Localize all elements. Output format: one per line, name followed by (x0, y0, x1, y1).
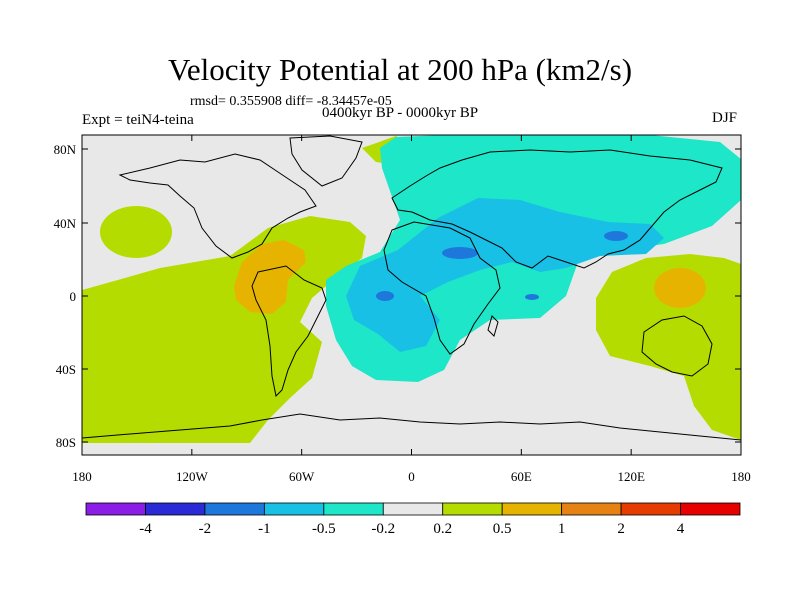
lon-label: 60E (511, 469, 532, 484)
lat-label: 40S (56, 362, 76, 377)
colorbar-swatch (620, 502, 681, 516)
lon-label: 180 (72, 469, 92, 484)
colorbar-swatch (263, 502, 325, 516)
colorbar-swatch (323, 502, 384, 516)
coastlines (82, 135, 741, 441)
coast-eurasia (391, 149, 723, 269)
colorbar: -4 -2 -1 -0.5 -0.2 0.2 0.5 1 2 4 (85, 502, 741, 537)
negative-core-atlantic (376, 291, 394, 301)
colorbar-label: -2 (199, 521, 212, 537)
lon-label: 180 (731, 469, 751, 484)
lon-label: 60W (289, 469, 315, 484)
lon-label: 0 (408, 469, 415, 484)
stats-subtitle: rmsd= 0.355908 diff= -8.34457e-05 (190, 94, 392, 109)
colorbar-swatch (561, 502, 622, 516)
colorbar-label: 0.2 (433, 521, 452, 537)
longitude-axis: 180 120W 60W 0 60E 120E 180 (72, 135, 751, 484)
coast-australia (641, 315, 713, 377)
coast-north-america (118, 153, 317, 259)
colorbar-label: 4 (677, 521, 685, 537)
negative-region-core (346, 198, 664, 352)
colorbar-swatch (382, 502, 444, 516)
colorbar-swatch (204, 502, 265, 516)
colorbar-label: 0.5 (493, 521, 512, 537)
lat-label: 0 (70, 289, 77, 304)
chart-title: Velocity Potential at 200 hPa (km2/s) (167, 52, 633, 87)
negative-core-east-asia (604, 231, 628, 241)
positive-core-maritime (654, 268, 706, 308)
positive-region-north-pacific (100, 206, 172, 258)
coast-greenland (289, 135, 363, 187)
lat-label: 80N (54, 142, 77, 157)
colorbar-swatch (85, 502, 146, 516)
coast-south-america (251, 265, 327, 398)
negative-core-indian (525, 294, 539, 300)
colorbar-swatch (145, 502, 206, 516)
colorbar-label: -0.5 (312, 521, 336, 537)
period-label: 0400kyr BP - 0000kyr BP (322, 105, 479, 121)
lon-label: 120W (176, 469, 209, 484)
lon-label: 120E (617, 469, 645, 484)
coast-madagascar (487, 315, 499, 337)
colorbar-label: 2 (617, 521, 625, 537)
lat-label: 40N (54, 216, 77, 231)
latitude-axis: 80N 40N 0 40S 80S (54, 142, 741, 450)
positive-region-australia (596, 254, 741, 440)
season-label: DJF (712, 110, 738, 126)
colorbar-swatch (442, 502, 503, 516)
map-plot-area (82, 135, 741, 455)
colorbar-swatch (501, 502, 563, 516)
negative-core-middle-east (442, 247, 478, 259)
positive-core-americas (234, 240, 306, 314)
colorbar-label: 1 (558, 521, 566, 537)
colorbar-label: -0.2 (371, 521, 395, 537)
experiment-label: Expt = teiN4-teina (82, 112, 194, 128)
coast-africa (383, 221, 501, 355)
colorbar-label: -1 (258, 521, 271, 537)
lat-label: 80S (56, 435, 76, 450)
colorbar-label: -4 (139, 521, 152, 537)
colorbar-swatch (680, 502, 741, 516)
coast-antarctica (82, 413, 741, 441)
